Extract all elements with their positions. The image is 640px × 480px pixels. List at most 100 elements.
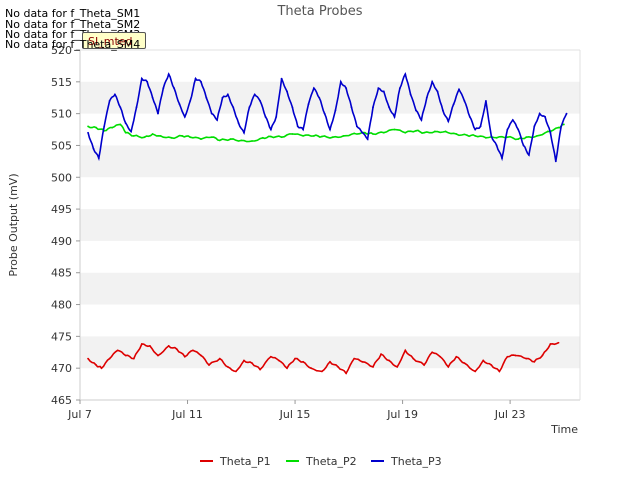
data-point <box>388 359 391 362</box>
chart-title: Theta Probes <box>276 4 362 19</box>
data-point <box>538 112 541 115</box>
data-point <box>210 136 213 139</box>
data-point <box>119 106 122 109</box>
data-point <box>423 131 425 134</box>
data-point <box>474 135 477 137</box>
data-point <box>364 131 366 134</box>
data-point <box>92 147 95 150</box>
data-point <box>261 136 264 139</box>
data-point <box>264 115 267 118</box>
data-point <box>474 370 477 373</box>
series-line-Theta_P2 <box>87 123 564 143</box>
data-point <box>560 125 563 128</box>
data-point <box>178 103 181 105</box>
data-point <box>218 357 221 360</box>
data-point <box>329 128 331 131</box>
data-point <box>116 349 119 352</box>
data-point <box>183 355 186 358</box>
data-point <box>226 366 229 368</box>
data-point <box>132 135 135 137</box>
data-point <box>447 366 450 368</box>
data-point <box>525 357 528 360</box>
data-point <box>237 122 240 125</box>
data-point <box>235 370 237 373</box>
data-point <box>189 136 192 139</box>
data-point <box>409 93 412 96</box>
data-point <box>167 345 170 347</box>
data-point <box>302 135 305 137</box>
data-point <box>455 133 458 135</box>
data-point <box>291 133 294 135</box>
data-point <box>87 357 89 360</box>
data-point <box>533 360 536 363</box>
y-axis-label: Probe Output (mV) <box>7 173 20 276</box>
data-point <box>479 125 482 128</box>
y-tick-label: 475 <box>51 330 72 343</box>
notice-sm4: No data for f_Theta_SM4 <box>5 38 141 51</box>
series-Theta_P2 <box>87 123 565 143</box>
data-point <box>296 125 299 128</box>
data-point <box>382 131 385 134</box>
notice-sm3: No data for f_Theta_SM3 <box>5 28 141 41</box>
data-point <box>474 128 477 131</box>
data-point <box>175 348 178 350</box>
data-point <box>251 362 253 364</box>
data-point <box>361 360 364 363</box>
data-point <box>463 362 466 364</box>
data-point <box>444 130 447 133</box>
data-point <box>253 93 256 96</box>
data-point <box>541 354 544 357</box>
y-tick-label: 495 <box>51 203 72 216</box>
y-tick-label: 470 <box>51 362 72 375</box>
data-point <box>221 96 224 99</box>
data-point <box>554 160 557 163</box>
data-point <box>415 109 417 112</box>
stamp-badge: SI_mted <box>82 32 146 49</box>
data-point <box>447 120 450 123</box>
data-point <box>412 357 415 360</box>
data-point <box>345 87 348 90</box>
data-point <box>522 144 525 147</box>
data-point <box>95 364 98 366</box>
data-point <box>269 128 272 131</box>
data-point <box>243 131 245 134</box>
legend-label-Theta_P3: Theta_P3 <box>390 455 442 468</box>
data-point <box>557 126 560 129</box>
series-Theta_P1 <box>87 341 560 375</box>
data-point <box>280 136 283 139</box>
data-point <box>200 138 202 140</box>
data-point <box>404 131 407 134</box>
data-point <box>162 87 165 90</box>
data-point <box>485 100 487 102</box>
data-point <box>565 112 568 115</box>
data-point <box>455 355 458 358</box>
data-point <box>468 115 471 118</box>
legend-label-Theta_P2: Theta_P2 <box>305 455 357 468</box>
data-point <box>501 157 503 160</box>
y-tick-label: 485 <box>51 267 72 280</box>
data-point <box>159 135 162 137</box>
data-point <box>173 87 175 90</box>
data-point <box>544 115 546 118</box>
data-point <box>310 367 313 370</box>
data-point <box>506 128 509 131</box>
data-point <box>151 96 154 99</box>
legend-label-Theta_P1: Theta_P1 <box>219 455 271 468</box>
data-point <box>87 131 89 134</box>
data-point <box>353 357 356 360</box>
data-point <box>318 96 321 99</box>
x-tick-label: Jul 23 <box>494 408 526 421</box>
data-point <box>323 112 326 115</box>
data-point <box>114 93 116 96</box>
y-tick-label: 465 <box>51 394 72 407</box>
data-point <box>200 354 202 357</box>
data-point <box>517 128 520 131</box>
data-point <box>339 80 342 83</box>
data-point <box>466 134 468 137</box>
data-point <box>192 349 194 352</box>
data-point <box>398 87 401 90</box>
data-point <box>157 354 159 357</box>
data-point <box>433 130 436 133</box>
notice-sm1: No data for f_Theta_SM1 <box>5 7 141 20</box>
